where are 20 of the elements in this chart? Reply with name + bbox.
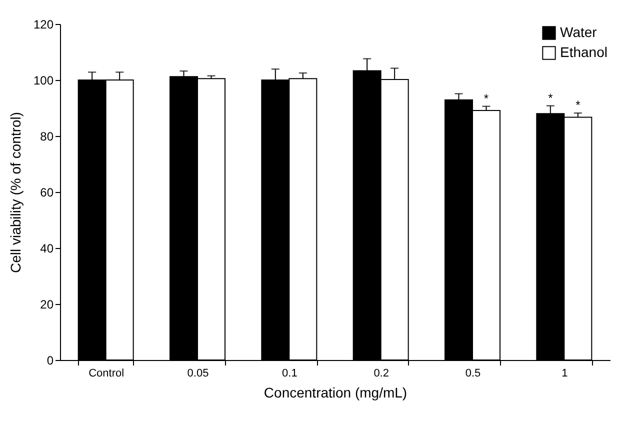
x-tick-label: Control: [88, 368, 124, 380]
y-tick-label: 80: [40, 130, 54, 144]
y-tick-label: 100: [33, 74, 54, 88]
x-tick-label: 0.2: [374, 368, 389, 380]
annotation: *: [576, 98, 581, 112]
y-tick-label: 40: [40, 242, 54, 256]
y-tick-label: 120: [33, 18, 54, 32]
y-tick-label: 60: [40, 186, 54, 200]
x-axis-title: Concentration (mg/mL): [264, 384, 408, 400]
legend-label: Water: [560, 24, 598, 40]
y-tick-label: 20: [40, 298, 54, 312]
annotation: *: [548, 90, 554, 105]
legend-label: Ethanol: [560, 44, 608, 60]
x-tick-label: 0.05: [187, 368, 209, 380]
x-tick-label: 0.1: [282, 368, 298, 380]
annotation: *: [484, 91, 489, 106]
x-tick-label: 0.5: [465, 368, 481, 380]
y-axis-title: Cell viability (% of control): [7, 112, 24, 274]
y-tick-label: 0: [46, 354, 54, 368]
x-tick-label: 1: [562, 368, 568, 380]
